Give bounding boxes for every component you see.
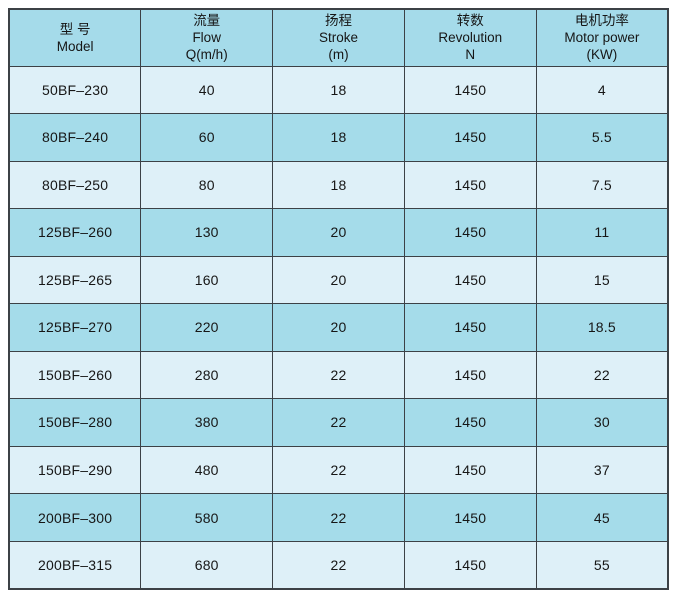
cell-flow: 80 — [140, 160, 274, 210]
cell-flow: 680 — [140, 540, 274, 590]
cell-model: 80BF–240 — [8, 113, 142, 162]
pump-spec-table: 型 号 Model 流量 Flow Q(m/h) 扬程 Stroke (m) 转… — [8, 8, 669, 590]
column-header-motor-power: 电机功率 Motor power (KW) — [535, 8, 669, 67]
cell-flow: 160 — [140, 255, 274, 305]
cell-stroke: 22 — [272, 445, 405, 495]
cell-motor-power: 37 — [535, 445, 669, 495]
cell-stroke: 20 — [272, 208, 405, 257]
cell-revolution: 1450 — [403, 208, 537, 257]
table-row: 80BF–250 80 18 1450 7.5 — [8, 160, 669, 210]
table-row: 200BF–300 580 22 1450 45 — [8, 493, 669, 542]
cell-model: 150BF–290 — [8, 445, 142, 495]
header-flow-en: Flow — [192, 30, 221, 46]
cell-motor-power: 45 — [535, 493, 669, 542]
cell-flow: 380 — [140, 398, 274, 447]
column-header-model: 型 号 Model — [8, 8, 142, 67]
cell-motor-power: 7.5 — [535, 160, 669, 210]
header-row: 型 号 Model 流量 Flow Q(m/h) 扬程 Stroke (m) 转… — [8, 8, 669, 67]
table-row: 125BF–270 220 20 1450 18.5 — [8, 303, 669, 352]
cell-model: 50BF–230 — [8, 65, 142, 115]
header-stroke-zh: 扬程 — [324, 13, 352, 29]
cell-stroke: 22 — [272, 493, 405, 542]
cell-model: 80BF–250 — [8, 160, 142, 210]
cell-revolution: 1450 — [403, 445, 537, 495]
cell-motor-power: 5.5 — [535, 113, 669, 162]
header-revolution-zh: 转数 — [456, 13, 484, 29]
table-row: 150BF–260 280 22 1450 22 — [8, 350, 669, 400]
cell-stroke: 18 — [272, 160, 405, 210]
table-header: 型 号 Model 流量 Flow Q(m/h) 扬程 Stroke (m) 转… — [8, 8, 669, 67]
cell-stroke: 22 — [272, 350, 405, 400]
cell-motor-power: 4 — [535, 65, 669, 115]
cell-stroke: 18 — [272, 113, 405, 162]
cell-model: 125BF–270 — [8, 303, 142, 352]
cell-revolution: 1450 — [403, 113, 537, 162]
cell-revolution: 1450 — [403, 303, 537, 352]
cell-motor-power: 22 — [535, 350, 669, 400]
cell-stroke: 22 — [272, 540, 405, 590]
header-revolution-en: Revolution — [438, 30, 503, 46]
cell-flow: 40 — [140, 65, 274, 115]
cell-model: 150BF–260 — [8, 350, 142, 400]
cell-revolution: 1450 — [403, 160, 537, 210]
cell-stroke: 20 — [272, 255, 405, 305]
header-motor-power-en: Motor power — [564, 30, 640, 46]
header-flow-zh: 流量 — [193, 13, 221, 29]
header-stroke-unit: (m) — [328, 47, 349, 63]
header-stroke-en: Stroke — [318, 30, 358, 46]
cell-flow: 480 — [140, 445, 274, 495]
cell-motor-power: 18.5 — [535, 303, 669, 352]
column-header-revolution: 转数 Revolution N — [403, 8, 537, 67]
cell-model: 150BF–280 — [8, 398, 142, 447]
header-model-zh: 型 号 — [59, 21, 91, 37]
cell-revolution: 1450 — [403, 65, 537, 115]
header-flow-unit: Q(m/h) — [185, 47, 228, 63]
header-motor-power-unit: (KW) — [586, 47, 618, 63]
table-row: 125BF–265 160 20 1450 15 — [8, 255, 669, 305]
cell-flow: 280 — [140, 350, 274, 400]
cell-motor-power: 11 — [535, 208, 669, 257]
cell-revolution: 1450 — [403, 398, 537, 447]
header-motor-power-zh: 电机功率 — [574, 13, 629, 29]
cell-model: 200BF–315 — [8, 540, 142, 590]
cell-flow: 60 — [140, 113, 274, 162]
table-row: 150BF–290 480 22 1450 37 — [8, 445, 669, 495]
cell-motor-power: 30 — [535, 398, 669, 447]
column-header-stroke: 扬程 Stroke (m) — [272, 8, 405, 67]
cell-flow: 580 — [140, 493, 274, 542]
header-revolution-unit: N — [465, 47, 476, 63]
header-model-en: Model — [56, 38, 94, 54]
cell-revolution: 1450 — [403, 540, 537, 590]
cell-stroke: 18 — [272, 65, 405, 115]
table-row: 150BF–280 380 22 1450 30 — [8, 398, 669, 447]
column-header-flow: 流量 Flow Q(m/h) — [140, 8, 274, 67]
table-row: 50BF–230 40 18 1450 4 — [8, 65, 669, 115]
table-row: 200BF–315 680 22 1450 55 — [8, 540, 669, 590]
cell-stroke: 20 — [272, 303, 405, 352]
cell-model: 200BF–300 — [8, 493, 142, 542]
cell-flow: 130 — [140, 208, 274, 257]
cell-motor-power: 15 — [535, 255, 669, 305]
cell-model: 125BF–265 — [8, 255, 142, 305]
cell-flow: 220 — [140, 303, 274, 352]
cell-model: 125BF–260 — [8, 208, 142, 257]
table-row: 125BF–260 130 20 1450 11 — [8, 208, 669, 257]
cell-motor-power: 55 — [535, 540, 669, 590]
cell-stroke: 22 — [272, 398, 405, 447]
cell-revolution: 1450 — [403, 350, 537, 400]
cell-revolution: 1450 — [403, 255, 537, 305]
cell-revolution: 1450 — [403, 493, 537, 542]
table-body: 50BF–230 40 18 1450 4 80BF–240 60 18 145… — [8, 65, 669, 590]
table-row: 80BF–240 60 18 1450 5.5 — [8, 113, 669, 162]
